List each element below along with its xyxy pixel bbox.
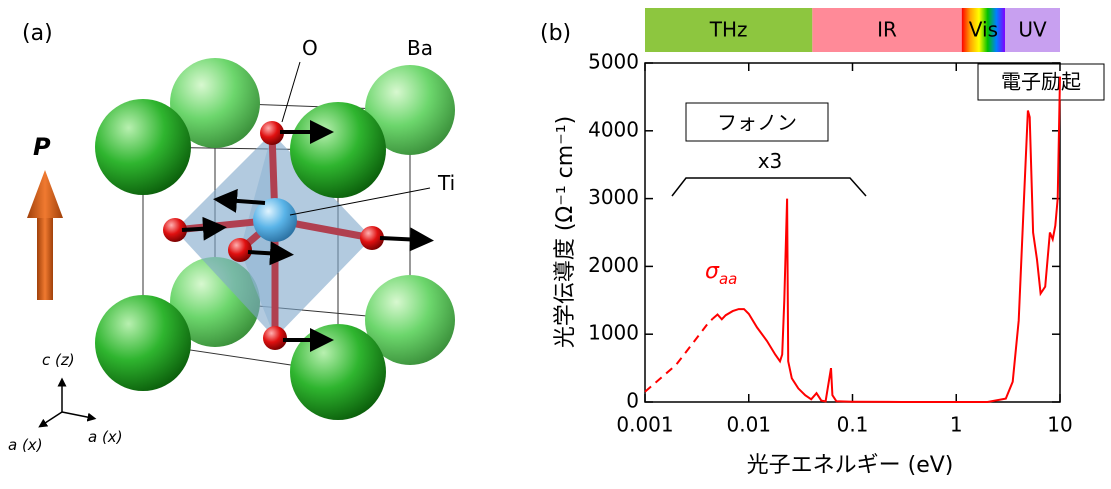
series-label: σaa [705, 259, 737, 288]
x-tick-label: 10 [1047, 413, 1072, 437]
oxygen-label: O [302, 36, 318, 60]
annotation: フォノン [717, 111, 797, 135]
y-tick-label: 2000 [588, 253, 639, 277]
x-tick-label: 1 [950, 413, 963, 437]
axis-a-label: a (x) [8, 436, 43, 454]
band-label: Vis [969, 18, 998, 42]
axis-a-label: a (x) [88, 428, 123, 446]
x-tick-label: 0.01 [726, 413, 771, 437]
barium-label: Ba [407, 36, 433, 60]
annotation: 電子励起 [1001, 70, 1081, 94]
x-axis-label: 光子エネルギー (eV) [747, 453, 954, 478]
y-tick-label: 0 [626, 389, 639, 413]
x-tick-label: 0.1 [837, 413, 869, 437]
y-axis-label: 光学伝導度 (Ω⁻¹ cm⁻¹) [553, 116, 578, 348]
bracket [672, 178, 866, 196]
y-tick-label: 1000 [588, 321, 639, 345]
axis-c-label: c (z) [42, 351, 75, 369]
titanium-label: Ti [437, 171, 455, 195]
series-label-symbol: σ [705, 259, 720, 284]
polarization-label: P [33, 133, 51, 161]
band-label: THz [709, 18, 748, 42]
band-label: IR [877, 18, 897, 42]
panel-label: (a) [22, 21, 53, 46]
page: {"diagram": {"panel_label": "(a)", "labe… [0, 0, 1111, 489]
y-tick-label: 5000 [588, 50, 639, 74]
crystal-diagram: (a) O Ba Ti P c (z) a (x) a (x) [8, 21, 455, 454]
series-label-subscript: aa [719, 270, 737, 288]
y-tick-label: 4000 [588, 117, 639, 141]
panel-label: (b) [540, 21, 571, 46]
band-label: UV [1018, 18, 1047, 42]
data-line [645, 319, 713, 392]
y-tick-label: 3000 [588, 185, 639, 209]
figure: (a) O Ba Ti P c (z) a (x) a (x) (b) フォノン… [0, 0, 1111, 485]
x-tick-label: 0.001 [616, 413, 673, 437]
annotation: x3 [758, 149, 783, 173]
